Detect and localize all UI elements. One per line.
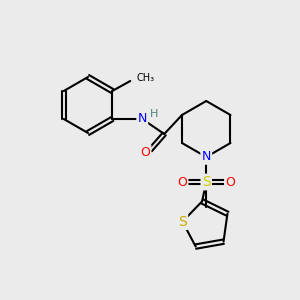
Text: O: O: [177, 176, 187, 188]
Text: H: H: [150, 109, 159, 119]
Text: N: N: [202, 151, 211, 164]
Text: O: O: [140, 146, 150, 158]
Text: S: S: [202, 175, 211, 189]
Text: CH₃: CH₃: [136, 73, 155, 83]
Text: O: O: [225, 176, 235, 188]
Text: N: N: [138, 112, 147, 125]
Text: S: S: [178, 215, 187, 229]
